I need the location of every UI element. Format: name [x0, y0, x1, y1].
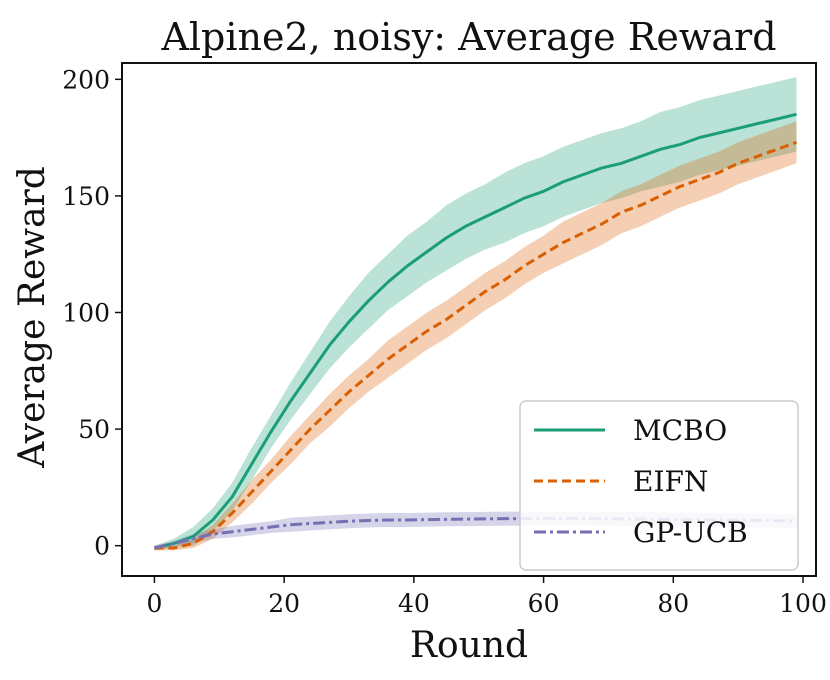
- legend-label-eifn: EIFN: [633, 465, 708, 498]
- x-tick-label: 60: [528, 589, 560, 618]
- series-line-eifn: [154, 140, 798, 550]
- plot-frame: [121, 62, 817, 577]
- chart-title: Alpine2, noisy: Average Reward: [160, 15, 776, 59]
- x-tick-label: 40: [398, 589, 430, 618]
- x-axis-label: Round: [410, 625, 528, 666]
- y-tick-label: 100: [62, 299, 110, 328]
- x-tick-label: 0: [146, 589, 162, 618]
- y-axis: 0 50 100 150 200: [62, 65, 122, 561]
- legend-label-mcbo: MCBO: [633, 414, 727, 447]
- legend: MCBO EIFN GP-UCB: [519, 400, 799, 571]
- series-line-mcbo: [154, 112, 797, 550]
- y-tick-label: 200: [62, 65, 110, 94]
- x-tick-label: 100: [779, 589, 827, 618]
- x-tick-label: 20: [268, 589, 300, 618]
- y-tick-label: 50: [78, 415, 110, 444]
- legend-box: [519, 400, 799, 571]
- y-tick-label: 150: [62, 182, 110, 211]
- legend-label-gp-ucb: GP-UCB: [633, 516, 748, 549]
- x-axis: 0 20 40 60 80 100: [146, 576, 827, 618]
- band-eifn: [154, 121, 797, 551]
- x-tick-label: 80: [657, 589, 689, 618]
- y-axis-label: Average Reward: [12, 166, 53, 469]
- band-mcbo: [154, 77, 797, 551]
- y-tick-label: 0: [94, 532, 110, 561]
